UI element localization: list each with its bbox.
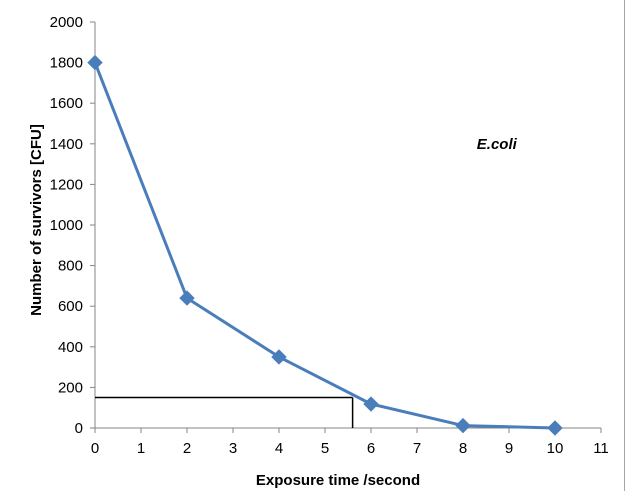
x-tick-label: 7 [413,440,421,457]
x-tick-label: 8 [459,440,467,457]
y-tick-label: 400 [58,339,83,356]
series-lines [93,62,556,430]
data-point-marker [179,290,195,306]
x-tick-label: 2 [183,440,191,457]
data-point-marker [271,349,287,365]
x-tick-label: 11 [593,440,609,457]
series-line [93,62,556,430]
x-tick-label: 4 [275,440,283,457]
y-tick-labels: 0 200 400 600 800 1000 1200 1400 1600 1800 2000 [50,14,83,437]
data-point-marker [455,417,471,434]
x-tick-label: 0 [91,440,99,457]
data-point-marker [363,396,379,412]
y-tick-label: 800 [58,258,83,275]
x-tick-label: 10 [547,440,564,457]
y-tick-label: 1000 [50,217,83,234]
x-tick-label: 1 [137,440,145,457]
x-axis-title: Exposure time /second [256,472,420,489]
data-point-marker [547,420,563,436]
y-axis-title: Number of survivors [CFU] [28,124,45,316]
x-tick-label: 6 [367,440,375,457]
y-tick-label: 2000 [50,14,83,31]
y-tick-label: 200 [58,379,83,396]
reference-lines [95,396,354,428]
y-tick-label: 1200 [50,176,83,193]
x-tick-label: 3 [229,440,237,457]
x-tick-label: 5 [321,440,329,457]
y-tick-label: 1600 [50,95,83,112]
annotation-ecoli: E.coli [477,136,518,153]
x-tick-label: 9 [505,440,513,457]
series-markers [87,54,563,436]
y-tick-label: 600 [58,298,83,315]
data-point-marker [87,54,103,71]
y-tick-label: 0 [75,420,83,437]
y-tick-label: 1800 [50,55,83,72]
x-tick-labels: 0 1 2 3 4 5 6 7 8 9 10 11 [91,440,609,457]
axes [90,21,602,433]
y-tick-label: 1400 [50,136,83,153]
